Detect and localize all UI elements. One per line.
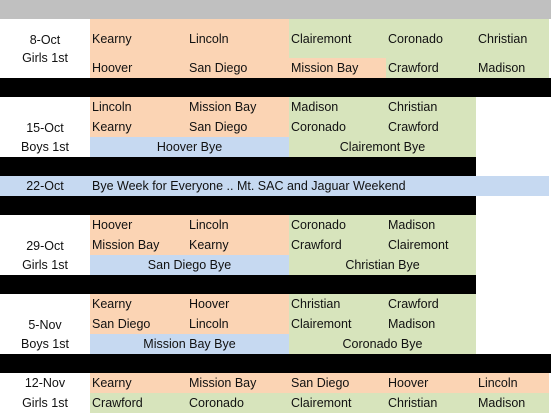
match-cell[interactable]: San Diego [187, 117, 289, 137]
bye-cell[interactable]: Christian Bye [289, 255, 476, 275]
match-cell[interactable]: Christian [476, 29, 549, 49]
match-cell[interactable]: Crawford [90, 393, 187, 413]
match-cell[interactable]: Kearny [187, 235, 289, 255]
match-cell[interactable]: Hoover [187, 294, 289, 314]
match-cell[interactable]: Coronado [187, 393, 289, 413]
match-cell[interactable]: Coronado [289, 215, 386, 235]
match-cell[interactable]: Madison [386, 215, 476, 235]
match-cell[interactable]: Madison [289, 97, 386, 117]
week-date-cell[interactable]: 29-Oct Girls 1st [0, 215, 90, 275]
match-cell[interactable]: Coronado [386, 29, 476, 49]
week-date: 12-Nov [24, 376, 66, 390]
match-cell[interactable]: Kearny [90, 294, 187, 314]
match-cell[interactable]: Crawford [386, 58, 476, 78]
match-cell[interactable]: San Diego [187, 58, 289, 78]
match-cell[interactable]: Mission Bay [187, 97, 289, 117]
week-date: 8-Oct [29, 33, 61, 47]
match-cell[interactable]: Clairemont [289, 29, 386, 49]
match-cell[interactable]: San Diego [289, 373, 386, 393]
bye-cell[interactable]: Clairemont Bye [289, 137, 476, 157]
week-group: Girls 1st [22, 258, 68, 272]
match-cell[interactable]: San Diego [90, 314, 187, 334]
match-cell[interactable]: Kearny [90, 29, 187, 49]
week-date[interactable]: 22-Oct [0, 176, 90, 196]
cell-fill [289, 19, 549, 29]
match-cell[interactable]: Lincoln [476, 373, 549, 393]
cell-fill [90, 19, 289, 29]
match-cell[interactable]: Clairemont [289, 393, 386, 413]
week-date-cell[interactable]: 12-Nov Girls 1st [0, 373, 90, 413]
match-cell[interactable]: Mission Bay [289, 58, 386, 78]
match-cell[interactable]: Lincoln [187, 29, 289, 49]
match-cell[interactable]: Kearny [90, 373, 187, 393]
week-date: 15-Oct [26, 121, 64, 135]
match-cell[interactable]: Hoover [386, 373, 476, 393]
week-separator [0, 354, 551, 373]
match-cell[interactable]: Clairemont [289, 314, 386, 334]
match-cell[interactable]: Lincoln [187, 314, 289, 334]
match-cell[interactable]: Crawford [289, 235, 386, 255]
week-date: 5-Nov [28, 318, 62, 332]
match-cell[interactable]: Mission Bay [90, 235, 187, 255]
cell-fill [289, 49, 549, 58]
bye-cell[interactable]: Hoover Bye [90, 137, 289, 157]
bye-cell[interactable]: San Diego Bye [90, 255, 289, 275]
match-cell[interactable]: Lincoln [90, 97, 187, 117]
week-group: Boys 1st [21, 337, 69, 351]
match-cell[interactable]: Hoover [90, 58, 187, 78]
week-separator [0, 78, 551, 97]
bye-cell[interactable]: Coronado Bye [289, 334, 476, 354]
match-cell[interactable]: Madison [476, 393, 549, 413]
match-cell[interactable]: Crawford [386, 117, 476, 137]
match-cell[interactable]: Madison [386, 314, 476, 334]
match-cell[interactable]: Mission Bay [187, 373, 289, 393]
match-cell[interactable]: Hoover [90, 215, 187, 235]
week-separator [0, 275, 476, 294]
match-cell[interactable]: Christian [386, 393, 476, 413]
match-cell[interactable]: Lincoln [187, 215, 289, 235]
bye-cell[interactable]: Mission Bay Bye [90, 334, 289, 354]
match-cell[interactable]: Coronado [289, 117, 386, 137]
sheet-header-bar [0, 0, 551, 19]
match-cell[interactable]: Crawford [386, 294, 476, 314]
week-group: Boys 1st [21, 140, 69, 154]
week-separator [0, 157, 476, 176]
week-date-cell[interactable]: 5-Nov Boys 1st [0, 294, 90, 354]
week-group: Girls 1st [22, 51, 68, 65]
week-date: 29-Oct [26, 239, 64, 253]
match-cell[interactable]: Madison [476, 58, 549, 78]
week-separator [0, 196, 476, 215]
bye-week-note[interactable]: Bye Week for Everyone .. Mt. SAC and Jag… [90, 176, 549, 196]
match-cell[interactable]: Kearny [90, 117, 187, 137]
cell-fill [90, 49, 289, 58]
match-cell[interactable]: Christian [386, 97, 476, 117]
week-date-cell[interactable]: 15-Oct Boys 1st [0, 97, 90, 157]
week-date-cell[interactable]: 8-Oct Girls 1st [0, 19, 90, 78]
match-cell[interactable]: Clairemont [386, 235, 476, 255]
week-group: Girls 1st [22, 396, 68, 410]
match-cell[interactable]: Christian [289, 294, 386, 314]
